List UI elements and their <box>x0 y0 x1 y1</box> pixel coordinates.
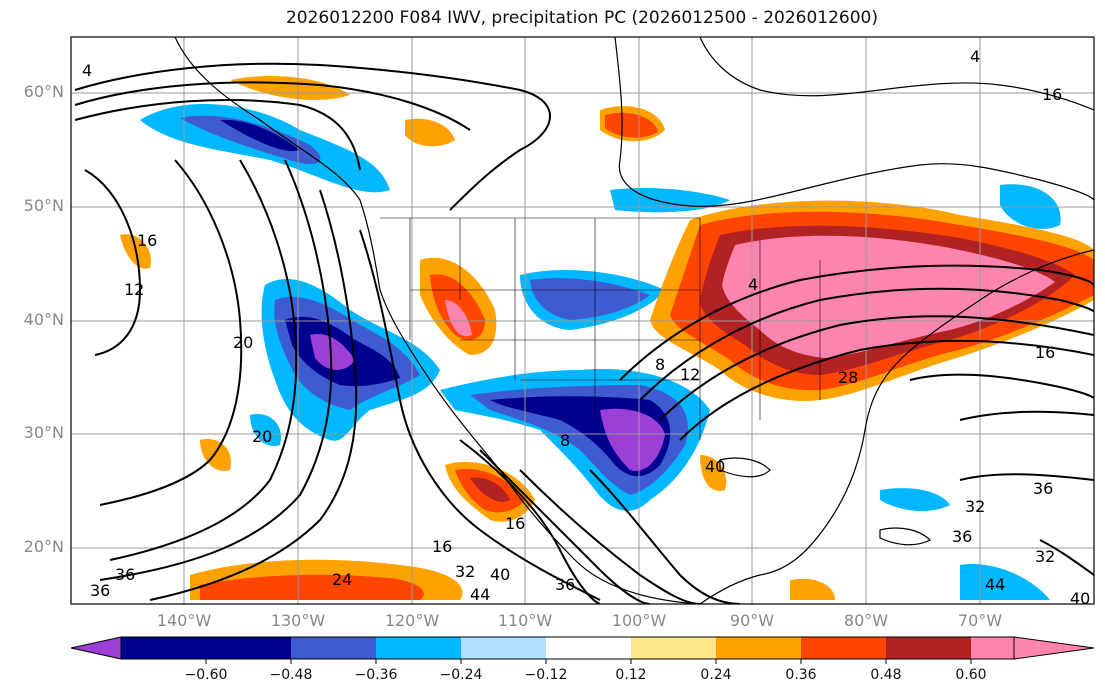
lon-label-130w: 130°W <box>270 611 326 630</box>
colorbar-segment <box>971 637 1014 659</box>
contour-label: 40 <box>490 565 510 584</box>
colorbar-segment <box>376 637 461 659</box>
lon-label-110w: 110°W <box>497 611 553 630</box>
colorbar-tick-label: −0.60 <box>184 667 228 683</box>
contour-label: 4 <box>82 61 92 80</box>
contour-label: 16 <box>1035 343 1055 362</box>
lat-label-40n: 40°N <box>23 310 64 329</box>
coastlines <box>174 37 1094 604</box>
contour-label: 36 <box>1033 479 1053 498</box>
contour-label-group: 4 16 12 20 20 16 16 24 32 36 36 40 44 36… <box>82 47 1090 608</box>
colorbar-segment <box>546 637 631 659</box>
contour-label: 32 <box>455 562 475 581</box>
colorbar-segment <box>206 637 291 659</box>
lon-label-120w: 120°W <box>384 611 440 630</box>
colorbar-arrow-right <box>1013 636 1095 660</box>
contour-label: 4 <box>970 47 980 66</box>
contour-label: 8 <box>655 355 665 374</box>
contour-label: 36 <box>115 565 135 584</box>
colorbar-tick-label: 0.48 <box>870 667 902 683</box>
colorbar-segment <box>461 637 546 659</box>
map-title: 2026012200 F084 IWV, precipitation PC (2… <box>285 8 878 28</box>
state-borders <box>380 217 821 440</box>
contour-label: 16 <box>505 514 525 533</box>
colorbar <box>70 636 1095 664</box>
lon-label-90w: 90°W <box>729 611 775 630</box>
colorbar-segment <box>121 637 206 659</box>
colorbar-tick-label: 0.24 <box>700 667 732 683</box>
lat-label-30n: 30°N <box>23 423 64 442</box>
contour-label: 40 <box>705 457 725 476</box>
map-frame <box>70 36 1095 605</box>
contour-label: 16 <box>432 537 452 556</box>
lat-label-50n: 50°N <box>23 196 64 215</box>
graticule <box>71 37 1094 604</box>
colorbar-segment <box>631 637 716 659</box>
colorbar-segment <box>886 637 971 659</box>
colorbar-segment <box>801 637 886 659</box>
contour-label: 32 <box>965 497 985 516</box>
colorbar-segment <box>716 637 801 659</box>
contour-label: 8 <box>560 431 570 450</box>
contour-label: 12 <box>680 365 700 384</box>
colorbar-tick-label: 0.12 <box>615 667 647 683</box>
contour-label: 20 <box>233 333 253 352</box>
colorbar-tick-label: −0.36 <box>354 667 398 683</box>
contour-label: 20 <box>252 427 272 446</box>
lon-label-70w: 70°W <box>957 611 1003 630</box>
contour-label: 12 <box>124 280 144 299</box>
colorbar-tick-label: 0.36 <box>785 667 817 683</box>
lat-label-60n: 60°N <box>23 82 64 101</box>
lon-label-140w: 140°W <box>156 611 212 630</box>
contour-label: 36 <box>555 575 575 594</box>
contour-label: 24 <box>332 570 352 589</box>
iwv-contours <box>74 62 1094 604</box>
lat-label-20n: 20°N <box>23 537 64 556</box>
contour-label: 44 <box>985 575 1005 594</box>
contour-label: 28 <box>838 368 858 387</box>
colorbar-segment <box>291 637 376 659</box>
contour-label: 44 <box>470 585 490 604</box>
contour-label: 36 <box>952 527 972 546</box>
contour-label: 16 <box>1042 85 1062 104</box>
contour-label: 32 <box>1035 547 1055 566</box>
contour-label: 16 <box>137 231 157 250</box>
colorbar-tick-label: −0.48 <box>269 667 313 683</box>
colorbar-tick-label: −0.24 <box>439 667 483 683</box>
lon-label-80w: 80°W <box>843 611 889 630</box>
contour-label: 36 <box>90 581 110 600</box>
colorbar-tick-label: −0.12 <box>524 667 568 683</box>
contour-label: 40 <box>1070 589 1090 608</box>
lon-label-100w: 100°W <box>611 611 667 630</box>
precipitation-shading <box>120 75 1094 600</box>
colorbar-tick-label: 0.60 <box>955 667 987 683</box>
colorbar-arrow-left <box>70 636 122 660</box>
contour-label: 4 <box>748 275 758 294</box>
